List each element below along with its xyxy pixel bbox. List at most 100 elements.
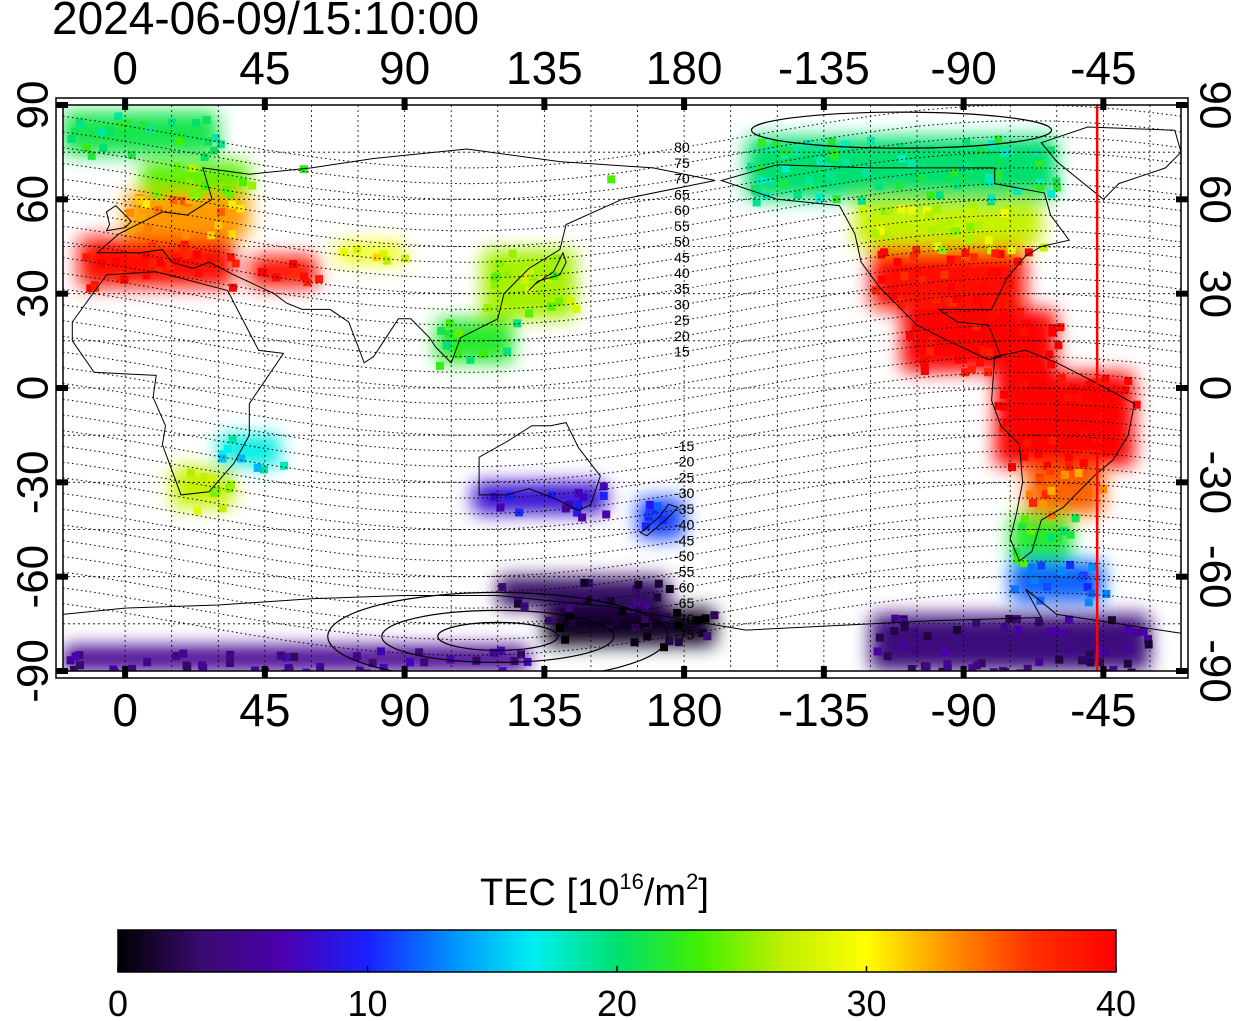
tec-cell — [926, 191, 935, 200]
tec-cell — [578, 593, 587, 602]
tec-cell — [942, 315, 951, 324]
tec-cell — [947, 282, 956, 291]
x-tick-label-bottom: 0 — [112, 684, 138, 736]
x-tick-label-top: -135 — [778, 42, 870, 94]
tec-cell — [602, 510, 611, 519]
tec-cell — [194, 269, 203, 278]
tec-cell — [910, 628, 919, 637]
tec-cell — [436, 361, 444, 370]
tec-cell — [1030, 576, 1039, 585]
y-tick-label-right: 90 — [1190, 81, 1235, 130]
tec-cell — [935, 191, 944, 200]
tec-cell — [544, 616, 553, 625]
y-axis-left: 90 60 30 0 -30 -60 -90 — [9, 81, 68, 703]
tec-cell — [514, 599, 523, 608]
tec-cell — [1055, 655, 1064, 664]
tec-cell — [492, 272, 501, 281]
tec-cell — [148, 241, 157, 250]
maglat-label: -65 — [674, 595, 694, 611]
tec-cell — [1022, 431, 1031, 440]
tec-cell — [1043, 402, 1052, 411]
maglat-label: -50 — [674, 548, 694, 564]
tec-cell — [641, 522, 650, 531]
tec-cell — [875, 633, 884, 642]
tec-cell — [355, 666, 364, 671]
tec-cell — [163, 253, 172, 262]
tec-cell — [983, 166, 992, 175]
tec-cell — [940, 270, 949, 279]
tec-cell — [1001, 668, 1010, 671]
tec-cell — [599, 482, 608, 491]
tec-cell — [974, 221, 983, 230]
x-tick-label-bottom: 90 — [379, 684, 430, 736]
tec-cell — [952, 226, 961, 235]
maglat-contour — [63, 183, 1181, 247]
tec-cell — [231, 259, 240, 268]
tec-cell — [985, 347, 993, 356]
tec-cell — [787, 147, 796, 156]
tec-cell — [841, 140, 850, 149]
tec-cell — [922, 662, 931, 671]
tec-cell — [1002, 418, 1011, 427]
tec-cell — [1052, 627, 1061, 635]
tec-cell — [168, 118, 177, 127]
tec-cell — [933, 242, 942, 251]
y-tick-label-left: -60 — [9, 545, 58, 609]
tec-cell — [547, 491, 556, 500]
tec-cell — [1066, 530, 1075, 539]
tec-cell — [1066, 561, 1075, 569]
tec-cell — [181, 231, 190, 240]
tec-cell — [1047, 486, 1056, 495]
tec-cell — [218, 454, 227, 463]
x-tick-label-bottom: 180 — [646, 684, 723, 736]
tec-cell — [859, 206, 868, 215]
tec-cell — [1005, 301, 1014, 310]
tec-cell — [710, 611, 719, 620]
tec-cell — [142, 200, 151, 209]
tec-cell — [207, 475, 216, 484]
tec-cell — [977, 659, 986, 668]
maglat-label: -55 — [674, 564, 694, 580]
tec-cell — [964, 235, 973, 244]
tec-cell — [1038, 377, 1047, 386]
maglat-contour — [63, 340, 1181, 405]
tec-cell — [123, 119, 132, 128]
tec-cell — [1095, 657, 1104, 666]
tec-cell — [190, 476, 199, 485]
maglat-contour — [63, 308, 1181, 373]
tec-cell — [793, 190, 802, 199]
tec-cell — [554, 297, 563, 306]
tec-cell — [1022, 319, 1031, 328]
tec-cell — [989, 668, 998, 671]
tec-cell — [1101, 374, 1110, 383]
tec-cell — [76, 120, 85, 129]
tec-cell — [1088, 562, 1097, 571]
tec-cell — [1026, 526, 1035, 535]
tec-cell — [890, 627, 899, 635]
tec-cell — [154, 265, 163, 274]
tec-cell — [1074, 469, 1083, 477]
tec-cell — [216, 140, 225, 149]
tec-cell — [282, 653, 290, 662]
maglat-contour — [63, 560, 1181, 625]
tec-cell — [1015, 375, 1024, 384]
tec-cell — [1007, 245, 1016, 254]
tec-cell — [1084, 598, 1093, 607]
tec-cell — [183, 663, 192, 671]
tec-cell — [1046, 627, 1055, 636]
tec-cell — [454, 329, 463, 338]
tec-cell — [1102, 648, 1110, 657]
tec-cells — [66, 112, 1153, 671]
grid-lines — [63, 105, 1181, 671]
tec-cell — [222, 186, 231, 195]
tec-cell — [228, 283, 237, 292]
tec-cell — [895, 159, 904, 168]
colorbar-tick-label: 0 — [108, 983, 128, 1021]
tec-cell — [943, 337, 952, 346]
tec-cell — [528, 280, 537, 289]
coastline — [1040, 126, 1181, 200]
coastline — [991, 349, 1135, 562]
tec-cell — [202, 115, 211, 124]
tec-cell — [660, 643, 668, 652]
tec-cell — [1123, 659, 1132, 668]
